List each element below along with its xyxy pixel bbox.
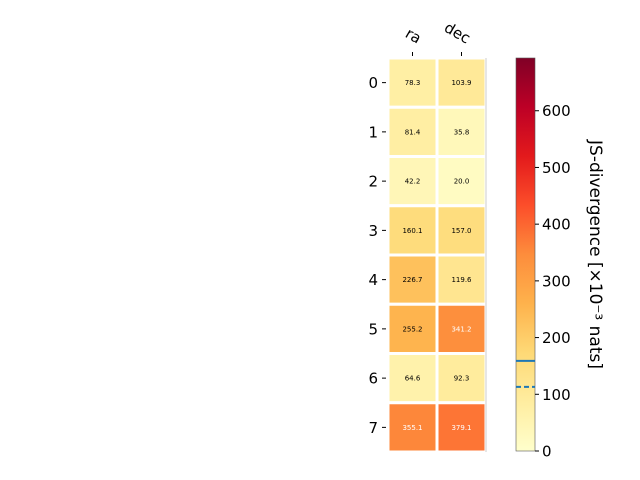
heatmap-cell <box>435 253 488 306</box>
cell-value-label: 78.3 <box>405 79 421 87</box>
y-tick-label: 5 <box>368 320 378 338</box>
y-tick-label: 3 <box>368 222 378 240</box>
colorbar-tick-label: 300 <box>542 272 571 290</box>
cell-value-label: 92.3 <box>454 375 470 383</box>
cell-value-label: 226.7 <box>402 276 422 284</box>
heatmap-cell <box>435 401 488 454</box>
colorbar: 0 100 200 300 400 500 600 JS-divergence [×10⁻³ … <box>515 57 605 461</box>
cell-value-label: 157.0 <box>451 227 471 235</box>
x-tick-label: dec <box>441 18 473 47</box>
y-tick-label: 1 <box>368 123 378 141</box>
colorbar-label: JS-divergence [×10⁻³ nats] <box>585 139 605 369</box>
cell-value-label: 42.2 <box>405 178 421 186</box>
cell-value-label: 355.1 <box>402 424 422 432</box>
cell-value-label: 255.2 <box>402 325 422 333</box>
heatmap-cell <box>435 204 488 257</box>
colorbar-tick-label: 600 <box>542 102 571 120</box>
y-tick-label: 0 <box>368 74 378 92</box>
cell-value-label: 35.8 <box>454 128 470 136</box>
y-tick-label: 6 <box>368 370 378 388</box>
colorbar-tick-label: 400 <box>542 216 571 234</box>
cell-value-label: 103.9 <box>451 79 471 87</box>
cell-value-label: 64.6 <box>405 375 421 383</box>
cell-value-label: 379.1 <box>451 424 471 432</box>
y-tick-label: 7 <box>368 419 378 437</box>
colorbar-tick-label: 500 <box>542 159 571 177</box>
heatmap-grid: 78.3 103.9 81.4 35.8 42.2 20.0 160.1 157.0 226.7… <box>386 56 488 454</box>
cell-value-label: 160.1 <box>402 227 422 235</box>
cell-value-label: 341.2 <box>451 325 471 333</box>
cell-value-label: 119.6 <box>451 276 472 284</box>
colorbar-tick-label: 100 <box>542 386 571 404</box>
cell-value-label: 20.0 <box>454 178 470 186</box>
y-tick-label: 2 <box>368 173 378 191</box>
x-tick-label: ra <box>402 24 424 47</box>
y-axis-ticks: 0 1 2 3 4 5 6 7 <box>368 74 386 437</box>
colorbar-tick-label: 0 <box>542 443 552 461</box>
y-tick-label: 4 <box>368 271 378 289</box>
colorbar-tick-label: 200 <box>542 329 571 347</box>
x-axis-ticks: ra dec <box>402 18 474 56</box>
colorbar-gradient <box>515 57 536 452</box>
cell-value-label: 81.4 <box>405 128 421 136</box>
